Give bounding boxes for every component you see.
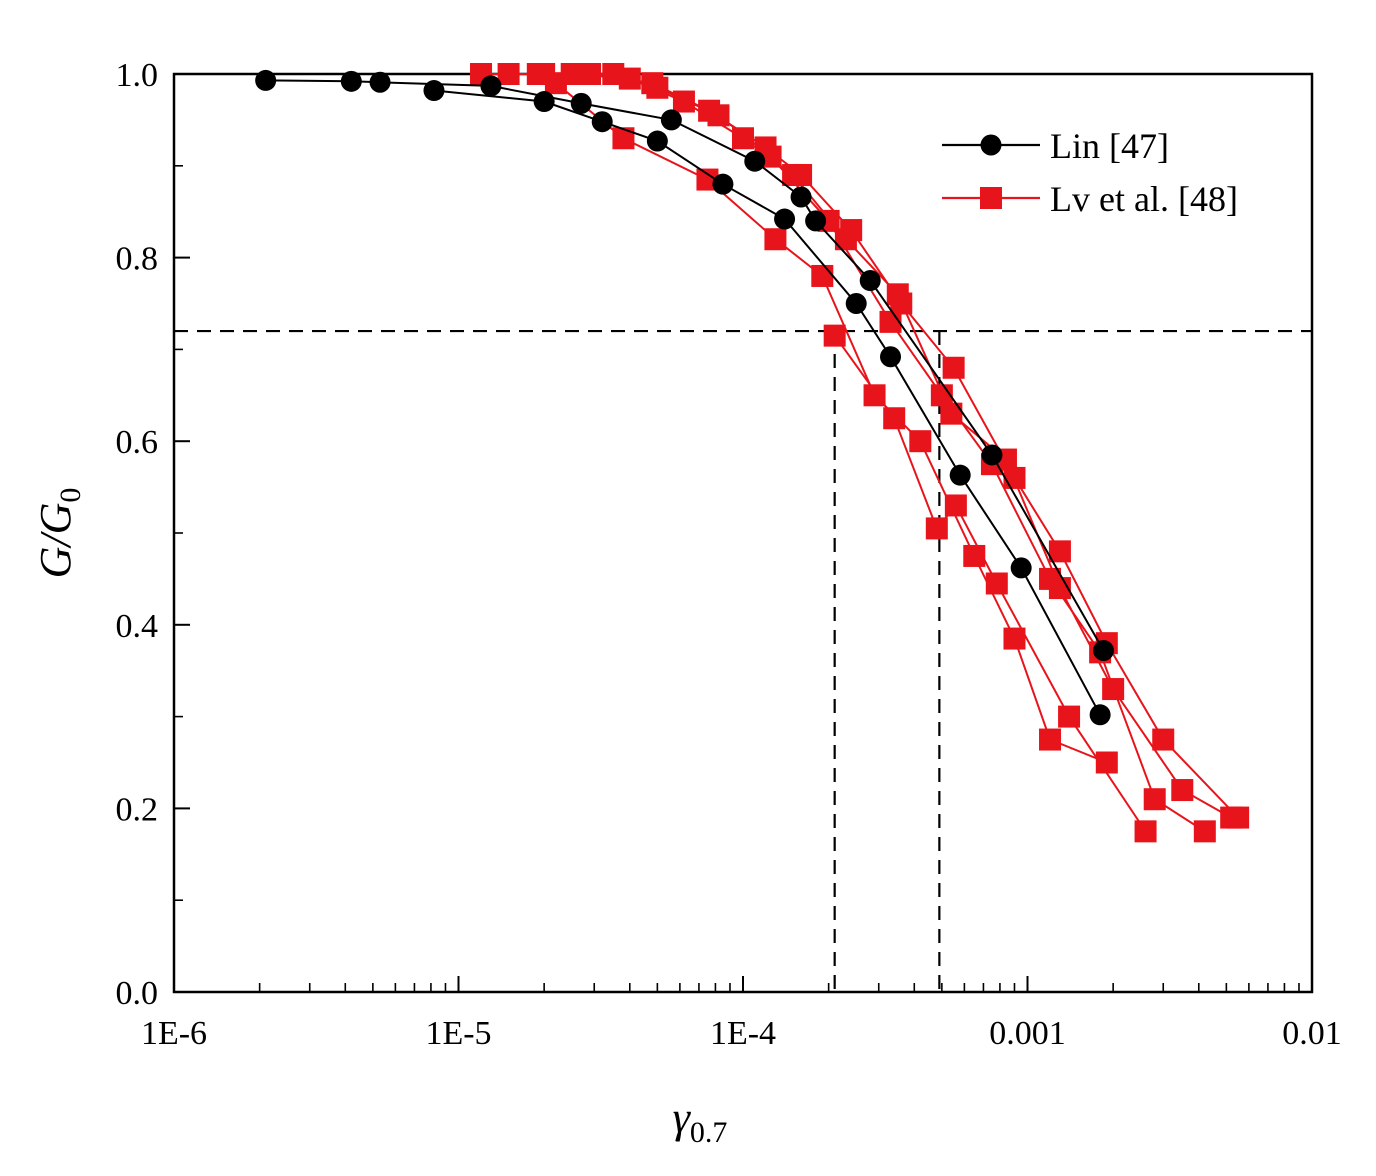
lv-data-point (883, 407, 906, 430)
lv-data-point (1039, 567, 1062, 590)
minor-ticks (258, 983, 1300, 992)
lv-data-point (925, 517, 948, 540)
x-tick-label: 0.001 (989, 1015, 1066, 1052)
lv-data-point (1095, 751, 1118, 774)
lv-data-point (646, 76, 669, 99)
lv-data-point (811, 264, 834, 287)
y-tick-label: 0.8 (116, 241, 159, 278)
lin-series-1 (423, 80, 1111, 726)
lv-data-point (1193, 820, 1216, 843)
lv-data-point (1134, 820, 1157, 843)
lin-data-point (480, 75, 502, 97)
lv-data-point (1171, 779, 1194, 802)
lin-series-0 (255, 69, 1115, 662)
lv-data-point (863, 384, 886, 407)
lv-data-point (834, 228, 857, 251)
lv-data-point (942, 356, 965, 379)
legend-label-lv: Lv et al. [48] (1050, 179, 1238, 219)
lv-data-point (1058, 705, 1081, 728)
lv-data-point (1152, 728, 1175, 751)
x-tick-label: 1E-6 (141, 1015, 207, 1052)
lv-series-0 (470, 63, 1250, 829)
tick-labels: 1E-6 1E-5 1E-4 0.001 0.01 0.0 0.2 0.4 0.6 0.8 1.0 (116, 57, 1342, 1052)
lin-data-point (880, 346, 902, 368)
legend-marker-lv (980, 187, 1002, 209)
lv-data-point (544, 72, 567, 95)
lin-series-line (433, 89, 1101, 716)
lv-data-point (823, 324, 846, 347)
lv-data-point (612, 127, 635, 150)
x-axis-title: γ0.7 (673, 1093, 728, 1149)
y-axis-title-main: G/G (31, 503, 80, 579)
lin-data-point (423, 80, 445, 102)
lin-data-point (712, 173, 734, 195)
y-axis-title: G/G0 (31, 488, 87, 579)
lin-data-point (859, 270, 881, 292)
reference-lines (174, 329, 1312, 992)
x-axis-title-sub: 0.7 (690, 1116, 728, 1149)
lv-data-point (940, 402, 963, 425)
lin-data-point (255, 69, 277, 91)
lv-data-point (497, 63, 520, 85)
lin-data-point (369, 71, 391, 93)
lv-data-point (782, 163, 805, 186)
lin-data-point (744, 150, 766, 172)
lv-data-point (1143, 788, 1166, 811)
lv-data-point (1039, 728, 1062, 751)
lv-series-line (555, 82, 1108, 764)
lv-data-point (909, 430, 932, 453)
lv-data-point (886, 283, 909, 306)
y-tick-label: 0.6 (116, 424, 159, 461)
lin-data-point (981, 444, 1003, 466)
y-tick-label: 1.0 (116, 57, 159, 94)
lv-data-point (985, 572, 1008, 595)
lv-series-4 (823, 324, 1157, 843)
lv-series-3 (544, 72, 1118, 774)
lv-data-point (764, 228, 787, 251)
x-tick-label: 1E-5 (425, 1015, 491, 1052)
x-tick-label: 0.01 (1282, 1015, 1342, 1052)
y-axis-title-sub: 0 (54, 488, 87, 503)
lv-series-1 (497, 63, 1243, 829)
lv-data-point (1220, 806, 1243, 829)
lin-data-point (591, 111, 613, 133)
legend-label-lin: Lin [47] (1050, 126, 1169, 166)
lv-data-point (1048, 540, 1071, 563)
series-layer (255, 63, 1250, 843)
lin-data-point (1093, 640, 1115, 662)
lin-data-point (1089, 704, 1111, 726)
lv-data-point (732, 127, 754, 150)
y-tick-label: 0.0 (116, 975, 159, 1012)
y-tick-label: 0.2 (116, 791, 159, 828)
lin-data-point (774, 208, 796, 230)
lin-data-point (805, 210, 827, 232)
lv-data-point (707, 104, 730, 127)
y-tick-label: 0.4 (116, 608, 159, 645)
x-tick-label: 1E-4 (710, 1015, 776, 1052)
lin-data-point (790, 186, 812, 208)
legend-marker-lin (980, 134, 1002, 156)
lv-data-point (1003, 627, 1026, 650)
lin-data-point (845, 293, 867, 314)
x-axis-title-main: γ (673, 1093, 692, 1142)
lin-data-point (533, 91, 555, 113)
major-ticks (173, 73, 1313, 993)
lin-data-point (1010, 557, 1032, 579)
lv-data-point (944, 494, 967, 517)
lin-data-point (570, 92, 592, 114)
lv-data-point (602, 63, 625, 85)
lin-data-point (340, 70, 362, 92)
lin-data-point (646, 130, 668, 152)
legend: Lin [47] Lv et al. [48] (942, 126, 1238, 219)
lin-data-point (949, 464, 971, 486)
lv-data-point (672, 90, 695, 113)
lin-data-point (660, 109, 682, 131)
